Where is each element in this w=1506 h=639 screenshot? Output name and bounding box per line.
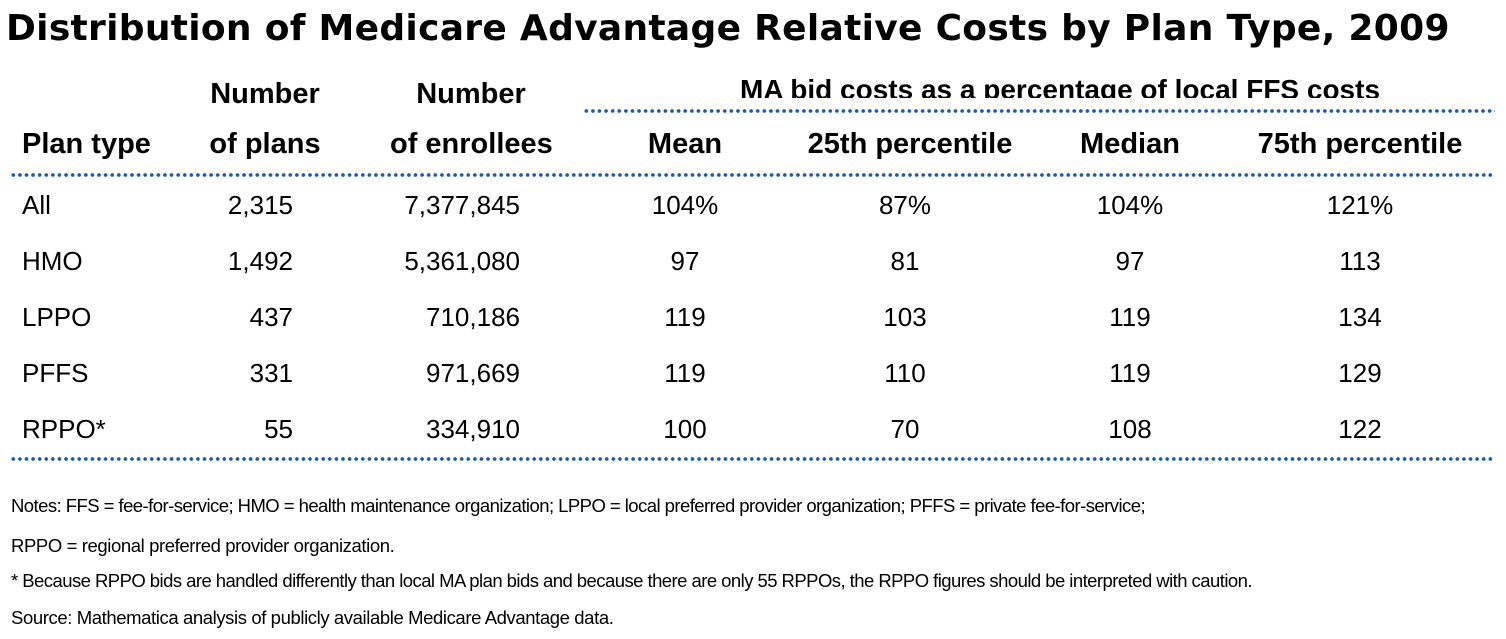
cell-median: 119 [1109, 358, 1151, 388]
footer-rule [10, 456, 1495, 462]
notes-line-1: Notes: FFS = fee-for-service; HMO = heal… [11, 495, 1146, 516]
cell-mean: 100 [663, 414, 707, 444]
cell-25th-percentile: 81 [890, 246, 920, 276]
header-median: Median [1080, 128, 1180, 160]
header-rule [10, 172, 1495, 178]
header-75th-percentile: 75th percentile [1257, 128, 1463, 160]
cell-median: 119 [1109, 302, 1151, 332]
header-25th-percentile: 25th percentile [807, 128, 1013, 160]
cell-75th-percentile: 121% [1326, 190, 1394, 220]
header-number-of-enrollees-line1: Number [416, 78, 526, 110]
source-note: Source: Mathematica analysis of publicly… [11, 607, 614, 628]
cell-plan-type: LPPO [22, 302, 92, 332]
table-title: Distribution of Medicare Advantage Relat… [6, 8, 1450, 49]
cell-mean: 104% [651, 190, 719, 220]
cell-mean: 119 [664, 302, 706, 332]
cell-plan-type: HMO [22, 246, 83, 276]
header-number-of-plans-line1: Number [210, 78, 320, 110]
header-number-of-plans-line2: of plans [209, 128, 321, 160]
cell-num-plans: 331 [249, 358, 293, 388]
cell-75th-percentile: 113 [1339, 246, 1381, 276]
cell-plan-type: RPPO* [22, 414, 106, 444]
header-mean: Mean [647, 128, 723, 160]
cell-mean: 97 [670, 246, 700, 276]
cell-75th-percentile: 122 [1338, 414, 1382, 444]
spanning-header-rule [583, 108, 1495, 114]
header-number-of-enrollees-line2: of enrollees [390, 128, 553, 160]
cell-25th-percentile: 103 [883, 302, 927, 332]
cell-num-enrollees: 710,186 [426, 302, 520, 332]
notes-line-2: RPPO = regional preferred provider organ… [11, 535, 395, 556]
cell-75th-percentile: 134 [1338, 302, 1382, 332]
cell-25th-percentile: 110 [884, 358, 926, 388]
cell-mean: 119 [664, 358, 706, 388]
cell-num-enrollees: 334,910 [426, 414, 520, 444]
cell-num-plans: 55 [264, 414, 293, 444]
cell-plan-type: All [22, 190, 51, 220]
cell-25th-percentile: 87% [878, 190, 932, 220]
cell-num-plans: 437 [249, 302, 293, 332]
cell-num-enrollees: 971,669 [426, 358, 520, 388]
cell-median: 104% [1096, 190, 1164, 220]
cell-median: 108 [1108, 414, 1152, 444]
spanning-header: MA bid costs as a percentage of local FF… [740, 74, 1381, 98]
header-plan-type: Plan type [22, 128, 151, 160]
footnote-rppo: * Because RPPO bids are handled differen… [11, 570, 1253, 591]
cell-num-enrollees: 5,361,080 [404, 246, 520, 276]
cell-num-plans: 2,315 [227, 190, 293, 220]
cell-75th-percentile: 129 [1338, 358, 1382, 388]
cell-num-enrollees: 7,377,845 [404, 190, 520, 220]
cell-plan-type: PFFS [22, 358, 89, 388]
cell-25th-percentile: 70 [890, 414, 920, 444]
cell-num-plans: 1,492 [227, 246, 293, 276]
cell-median: 97 [1115, 246, 1145, 276]
